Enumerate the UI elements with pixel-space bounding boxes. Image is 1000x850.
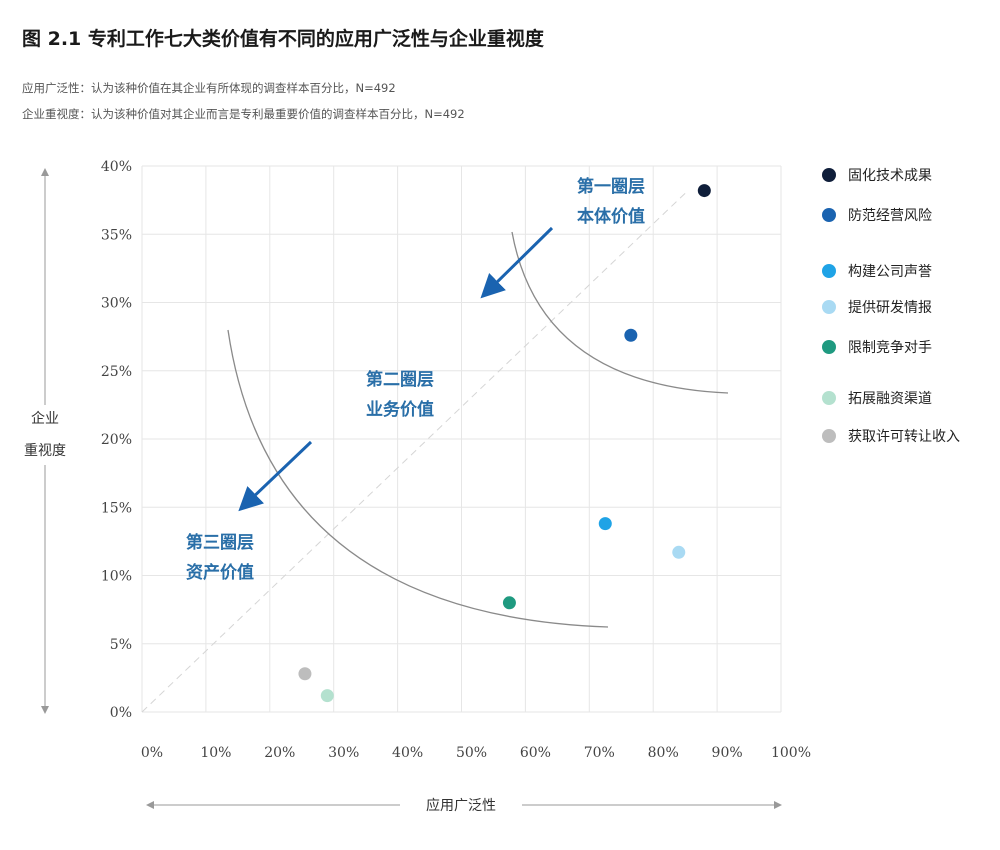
x-tick-label: 80%: [648, 745, 679, 761]
x-tick-label: 30%: [328, 745, 359, 761]
legend-label: 固化技术成果: [848, 168, 932, 184]
y-axis-title-line2: 重视度: [24, 443, 66, 459]
y-tick-label: 10%: [101, 569, 132, 585]
annotation-third-line2: 资产价值: [186, 562, 254, 583]
x-tick-label: 50%: [456, 745, 487, 761]
legend-item-4: 限制竞争对手: [822, 336, 932, 358]
arrow-first-circle: [480, 226, 554, 299]
legend-label: 提供研发情报: [848, 300, 932, 316]
x-tick-label: 10%: [200, 745, 231, 761]
second-circle-boundary: [227, 329, 609, 628]
annotations: 第一圈层 本体价值 第二圈层 业务价值 第三圈层 资产价值: [186, 176, 645, 583]
data-point-1: [624, 328, 638, 342]
legend-marker: [822, 391, 836, 405]
x-tick-label: 0%: [141, 745, 163, 761]
legend-item-2: 构建公司声誉: [822, 260, 932, 282]
y-tick-label: 0%: [110, 705, 132, 721]
tick-labels: 0% 10% 20% 30% 40% 50% 60% 70% 80% 90% 100% 0% 5% 10%…: [101, 159, 811, 761]
y-tick-label: 25%: [101, 364, 132, 380]
legend-item-5: 拓展融资渠道: [822, 387, 932, 409]
annotation-second-line1: 第二圈层: [366, 369, 434, 390]
y-tick-label: 15%: [101, 500, 132, 516]
legend-label: 拓展融资渠道: [848, 391, 932, 407]
x-tick-label: 40%: [392, 745, 423, 761]
annotation-first-line2: 本体价值: [577, 206, 645, 227]
y-tick-label: 35%: [101, 227, 132, 243]
x-tick-label: 90%: [712, 745, 743, 761]
data-point-4: [502, 596, 516, 610]
x-tick-label: 20%: [264, 745, 295, 761]
x-tick-label: 100%: [771, 745, 811, 761]
legend-marker: [822, 300, 836, 314]
legend-item-0: 固化技术成果: [822, 164, 932, 186]
data-point-5: [320, 689, 334, 703]
x-axis-title: 应用广泛性: [426, 797, 496, 814]
first-circle-boundary: [511, 231, 729, 394]
x-tick-label: 70%: [584, 745, 615, 761]
data-point-3: [672, 545, 686, 559]
subtitle-importance: 企业重视度：认为该种价值对其企业而言是专利最重要价值的调查样本百分比，N=492: [22, 107, 465, 121]
diagonal-line: [141, 192, 686, 713]
legend-label: 构建公司声誉: [848, 264, 932, 280]
arrow-second-circle: [238, 440, 313, 512]
chart-title: 图 2.1 专利工作七大类价值有不同的应用广泛性与企业重视度: [22, 28, 544, 50]
annotation-third-line1: 第三圈层: [186, 532, 254, 553]
legend-label: 获取许可转让收入: [848, 429, 960, 445]
legend-marker: [822, 264, 836, 278]
y-tick-label: 40%: [101, 159, 132, 175]
data-point-0: [697, 184, 711, 198]
legend-marker: [822, 429, 836, 443]
legend-item-6: 获取许可转让收入: [822, 425, 960, 447]
legend-item-3: 提供研发情报: [822, 296, 932, 318]
data-point-6: [298, 667, 312, 681]
x-tick-label: 60%: [520, 745, 551, 761]
y-tick-label: 5%: [110, 637, 132, 653]
circle-boundaries: [227, 231, 729, 628]
legend-item-1: 防范经营风险: [822, 204, 932, 226]
legend-label: 防范经营风险: [848, 208, 932, 224]
y-tick-label: 20%: [101, 432, 132, 448]
axis-titles: 企业 重视度 应用广泛性: [24, 168, 782, 814]
y-axis-title-line1: 企业: [31, 410, 59, 427]
legend-label: 限制竞争对手: [848, 340, 932, 356]
grid: [141, 165, 782, 713]
arrows: [238, 226, 554, 512]
data-points: [298, 184, 711, 703]
legend-marker: [822, 208, 836, 222]
annotation-first-line1: 第一圈层: [577, 176, 645, 197]
legend-marker: [822, 168, 836, 182]
legend-marker: [822, 340, 836, 354]
annotation-second-line2: 业务价值: [366, 399, 434, 420]
y-tick-label: 30%: [101, 296, 132, 312]
diagonal-reference-line: [141, 192, 686, 713]
subtitle-breadth: 应用广泛性：认为该种价值在其企业有所体现的调查样本百分比，N=492: [22, 81, 396, 95]
data-point-2: [598, 517, 612, 531]
